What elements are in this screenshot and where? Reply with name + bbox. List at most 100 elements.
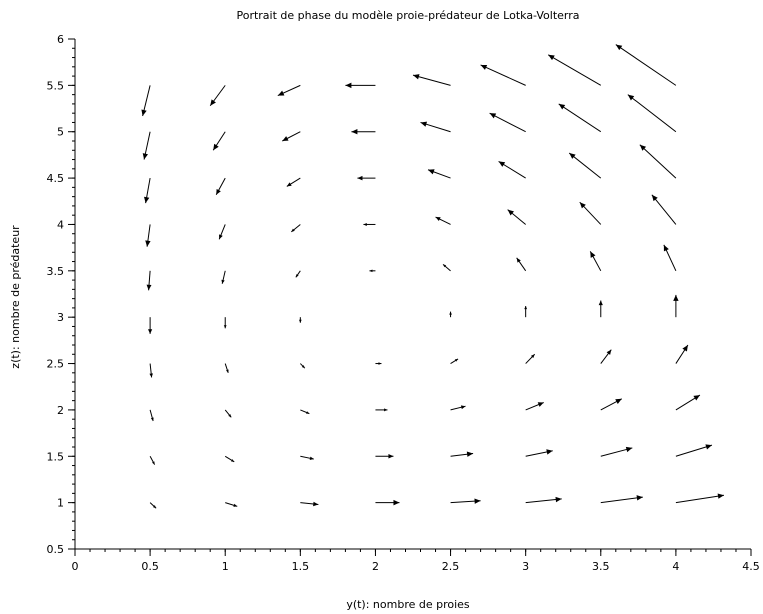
arrow-shaft — [480, 64, 526, 86]
field-arrow — [298, 317, 302, 323]
field-arrow — [450, 358, 459, 364]
field-arrow — [507, 209, 526, 225]
arrow-head — [558, 103, 566, 110]
field-arrow — [524, 306, 528, 318]
field-arrow — [300, 501, 319, 507]
axes: 0 0.5 1 1.5 2 2.5 3 3.5 4 4.5 0.5 1 1.5 2 2.5 3 3.5 4 4.5 5… — [47, 33, 760, 573]
arrow-head — [460, 405, 466, 410]
field-arrow — [291, 224, 301, 233]
arrow-head — [474, 498, 481, 504]
arrow-head — [301, 365, 305, 369]
chart-title: Portrait de phase du modèle proie-prédat… — [236, 9, 579, 22]
field-arrow — [525, 449, 553, 457]
field-arrow — [209, 85, 226, 107]
field-arrow — [589, 251, 602, 272]
arrow-head — [388, 454, 394, 459]
field-arrow — [224, 363, 229, 373]
arrow-head — [363, 222, 367, 226]
field-arrow — [146, 270, 152, 291]
field-arrow — [142, 131, 151, 160]
arrow-head — [639, 144, 647, 151]
field-arrow — [144, 178, 151, 204]
field-arrow — [149, 502, 157, 509]
arrow-head — [286, 182, 292, 187]
arrow-head — [615, 44, 623, 51]
field-arrow — [375, 499, 400, 506]
arrow-shaft — [489, 112, 526, 133]
arrow-head — [149, 373, 153, 378]
arrow-head — [569, 153, 576, 159]
arrow-head — [216, 188, 221, 195]
field-arrow — [375, 454, 394, 459]
arrow-head — [233, 503, 238, 507]
arrow-head — [420, 121, 428, 127]
arrow-head — [141, 109, 147, 116]
arrow-head — [524, 306, 528, 310]
arrow-shaft — [627, 94, 677, 133]
arrow-head — [627, 94, 635, 101]
field-arrow — [435, 216, 451, 225]
arrow-head — [717, 493, 724, 499]
arrow-head — [590, 251, 596, 258]
y-tick-label: 4 — [57, 218, 64, 231]
field-arrow — [357, 175, 376, 181]
arrow-shaft — [675, 444, 713, 457]
field-arrow — [480, 64, 526, 86]
field-arrow — [449, 311, 452, 318]
field-arrow — [286, 177, 301, 187]
arrow-head — [230, 459, 235, 462]
field-arrow — [295, 270, 301, 278]
field-arrow — [489, 112, 526, 133]
arrow-head — [507, 209, 514, 216]
x-tick-label: 0 — [72, 560, 79, 573]
field-arrow — [345, 82, 376, 89]
field-arrow — [375, 362, 382, 365]
x-tick-label: 4.5 — [742, 560, 760, 573]
x-tick-label: 0.5 — [141, 560, 159, 573]
field-arrow — [149, 456, 156, 465]
field-arrow — [663, 244, 677, 272]
arrow-head — [228, 414, 232, 418]
x-tick-label: 3 — [522, 560, 529, 573]
y-tick-label: 2.5 — [47, 358, 65, 371]
field-arrow — [218, 224, 226, 240]
arrow-head — [579, 202, 586, 209]
arrow-head — [213, 143, 219, 151]
field-arrow — [558, 103, 602, 133]
arrow-head — [313, 501, 319, 507]
arrow-head — [548, 54, 555, 61]
arrow-head — [435, 217, 441, 222]
field-arrow — [300, 409, 310, 415]
arrow-head — [291, 228, 295, 232]
field-arrow — [579, 201, 602, 225]
field-arrow — [149, 409, 154, 422]
field-arrow — [525, 353, 536, 364]
x-tick-label: 3.5 — [592, 560, 610, 573]
y-tick-label: 3.5 — [47, 265, 65, 278]
field-arrow — [442, 263, 451, 272]
arrow-head — [537, 402, 544, 407]
arrow-shaft — [568, 152, 602, 179]
arrow-head — [636, 495, 643, 501]
field-arrow — [600, 495, 643, 504]
arrow-head — [378, 362, 382, 365]
x-tick-label: 2.5 — [442, 560, 460, 573]
arrow-head — [145, 240, 151, 247]
field-arrow — [369, 269, 376, 273]
field-arrow — [427, 169, 451, 179]
field-arrow — [224, 455, 235, 463]
field-arrow — [282, 131, 301, 142]
arrow-shaft — [412, 74, 451, 86]
field-arrow — [300, 455, 314, 460]
field-arrow — [141, 85, 151, 117]
arrow-head — [223, 325, 227, 329]
field-arrow — [450, 405, 466, 411]
arrow-shaft — [615, 44, 677, 86]
field-arrow — [277, 84, 301, 97]
y-tick-label: 5.5 — [47, 79, 65, 92]
arrow-head — [705, 444, 712, 450]
field-arrow — [627, 94, 677, 133]
field-arrow — [547, 54, 602, 86]
field-arrow — [420, 121, 451, 133]
arrow-head — [651, 194, 658, 202]
